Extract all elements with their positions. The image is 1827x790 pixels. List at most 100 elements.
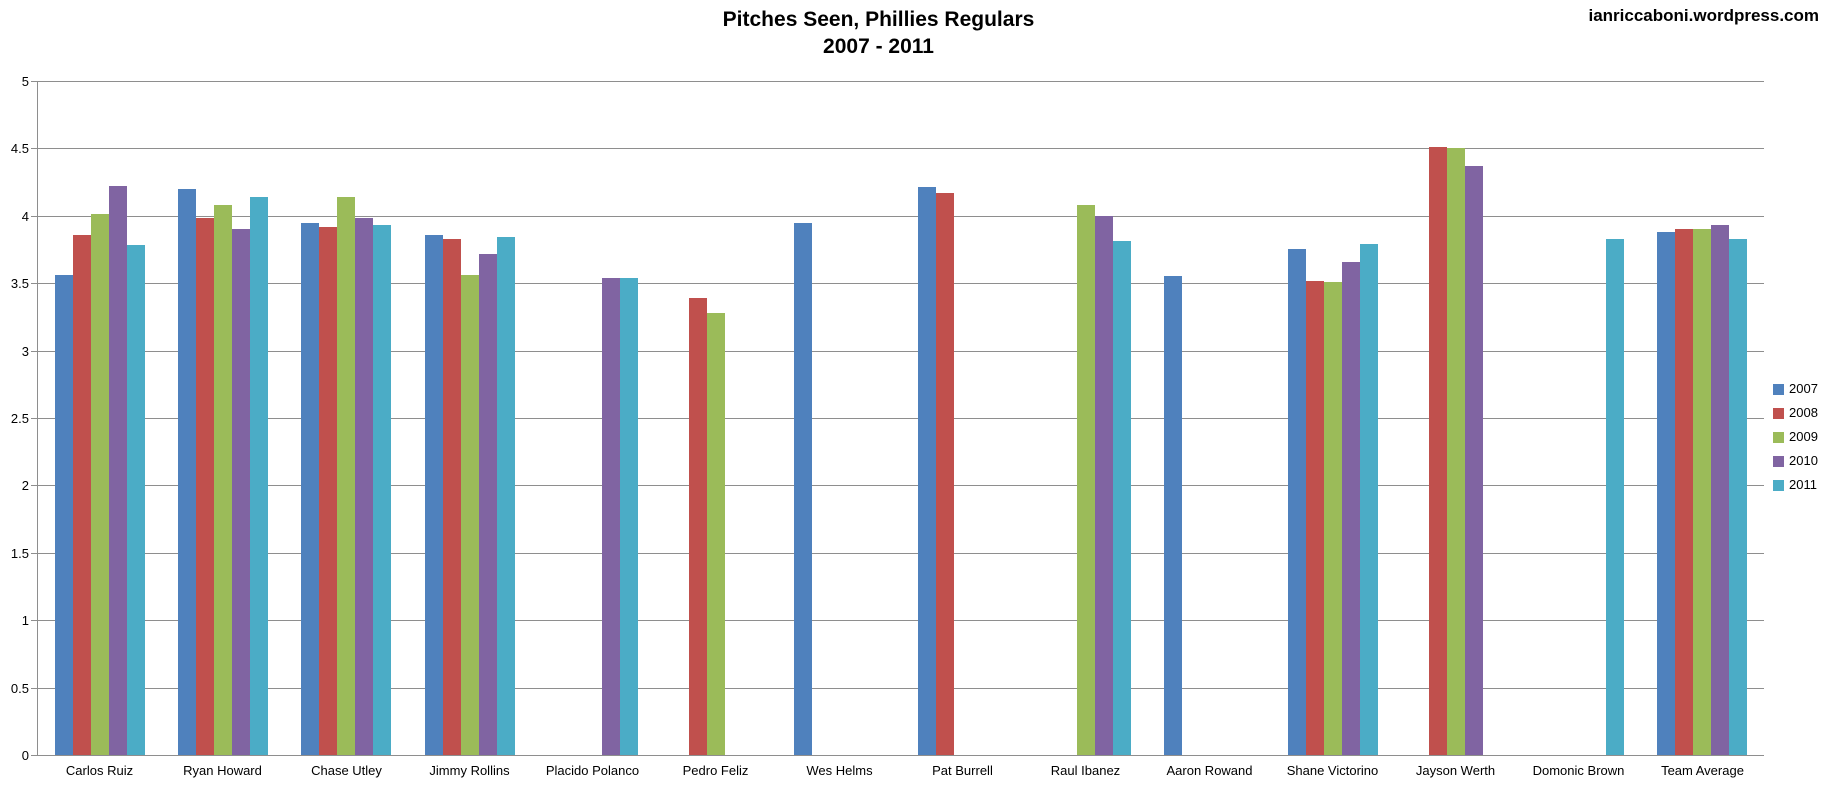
gridline [38,688,1764,689]
category-label: Ryan Howard [183,763,262,778]
bar-2008 [319,227,337,755]
bar-2007 [794,223,812,755]
y-tick [31,216,38,217]
plot-area: 5 4.5 4 3.5 3 2.5 2 1.5 1 0.5 0 Carlos Ruiz Ryan How… [11,75,1764,778]
y-tick-label: 1.5 [10,546,29,561]
bar-2011 [250,197,268,755]
gridline [38,485,1764,486]
chart-title-block: Pitches Seen, Phillies Regulars 2007 - 2… [0,6,1757,60]
legend-swatch [1773,455,1784,467]
y-tick [31,283,38,284]
legend-item-2009: 2009 [1773,430,1818,444]
bar-2007 [425,235,443,755]
bar-2007 [1657,232,1675,755]
bar-2010 [1711,225,1729,755]
y-tick [31,485,38,486]
bar-2011 [497,237,515,755]
bar-2011 [1113,241,1131,755]
gridline [38,216,1764,217]
y-tick-label: 4.5 [10,141,29,156]
category-label: Pat Burrell [932,763,993,778]
gridline [38,553,1764,554]
bar-2007 [178,189,196,755]
bar-2010 [479,254,497,755]
category-label: Placido Polanco [545,763,640,778]
y-tick [31,81,38,82]
y-tick [31,755,38,756]
bar-2009 [1324,282,1342,755]
legend-label: 2008 [1789,405,1818,420]
watermark: ianriccaboni.wordpress.com [1588,6,1819,25]
bar-2010 [109,186,127,755]
chart-subtitle: 2007 - 2011 [823,35,934,58]
bar-2007 [301,223,319,755]
bar-2007 [1164,276,1182,755]
y-tick-label: 0.5 [10,681,29,696]
bar-2010 [1342,262,1360,755]
bar-2008 [443,239,461,755]
category-label: Jayson Werth [1415,763,1496,778]
category-label: Carlos Ruiz [65,763,134,778]
y-tick [31,418,38,419]
gridline [38,283,1764,284]
y-tick-label: 3 [21,344,29,359]
y-tick [31,148,38,149]
legend-label: 2011 [1789,477,1817,492]
legend-item-2010: 2010 [1773,454,1818,468]
category-label: Chase Utley [311,763,382,778]
bar-2008 [1429,147,1447,755]
legend-item-2011: 2011 [1773,478,1818,492]
category-label: Jimmy Rollins [429,763,510,778]
bar-2008 [1675,229,1693,755]
legend-swatch [1773,479,1784,491]
gridline [38,81,1764,82]
bar-2009 [91,214,109,755]
y-tick [31,553,38,554]
bar-2009 [337,197,355,755]
bar-2011 [1729,239,1747,755]
bar-2010 [1465,166,1483,755]
chart-title: Pitches Seen, Phillies Regulars [722,8,1035,31]
bar-2007 [1288,249,1306,755]
gridline [38,418,1764,419]
bar-2010 [232,229,250,755]
bar-2008 [689,298,707,755]
bar-2010 [602,278,620,755]
y-tick-label: 3.5 [10,276,29,291]
category-label: Aaron Rowand [1166,763,1253,778]
y-tick-label: 5 [21,74,29,89]
legend: 2007 2008 2009 2010 2011 [1773,382,1818,492]
bar-2009 [214,205,232,755]
bar-2011 [1360,244,1378,755]
category-label: Shane Victorino [1286,763,1379,778]
legend-label: 2007 [1789,381,1818,396]
y-tick-label: 2.5 [10,411,29,426]
bar-2008 [1306,281,1324,755]
category-label: Wes Helms [806,763,873,778]
legend-swatch [1773,431,1784,443]
bar-2008 [936,193,954,755]
y-tick-label: 2 [21,478,29,493]
bar-2009 [1077,205,1095,755]
bar-2010 [1095,216,1113,755]
category-label: Pedro Feliz [682,763,749,778]
bar-2010 [355,218,373,755]
gridline [38,351,1764,352]
category-label: Team Average [1661,763,1744,778]
y-tick-label: 4 [21,209,29,224]
legend-item-2008: 2008 [1773,406,1818,420]
category-label: Raul Ibanez [1050,763,1121,778]
category-label: Domonic Brown [1532,763,1625,778]
legend-label: 2010 [1789,453,1818,468]
legend-swatch [1773,383,1784,395]
bar-2009 [1447,148,1465,755]
gridline [38,620,1764,621]
bar-2009 [1693,229,1711,755]
legend-label: 2009 [1789,429,1818,444]
bar-2007 [55,275,73,755]
y-tick [31,351,38,352]
y-tick [31,620,38,621]
y-tick-label: 0 [21,748,29,763]
bar-2011 [373,225,391,755]
bar-2007 [918,187,936,755]
